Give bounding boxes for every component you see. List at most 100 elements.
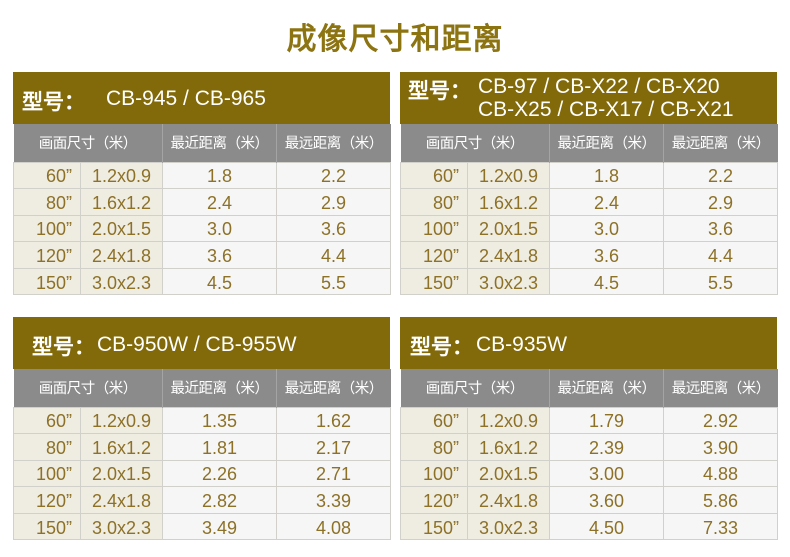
near-distance: 4.5: [162, 267, 277, 296]
table-row: 120” 2.4x1.8 2.82 3.39: [13, 486, 391, 514]
column-header-row: 画面尺寸（米） 最近距离（米） 最远距离（米）: [13, 369, 391, 407]
size-meters: 2.0x1.5: [80, 214, 163, 243]
size-meters: 1.6x1.2: [467, 433, 550, 461]
table-row: 100” 2.0x1.5 2.26 2.71: [13, 459, 391, 488]
far-distance: 3.6: [663, 214, 778, 243]
table-row: 120” 2.4x1.8 3.6 4.4: [13, 241, 391, 269]
size-inch: 120”: [13, 241, 81, 269]
near-distance: 3.49: [162, 512, 277, 541]
table-row: 60” 1.2x0.9 1.79 2.92: [400, 406, 778, 435]
spec-card-cb950w-cb955w: 型号： CB-950W / CB-955W 画面尺寸（米） 最近距离（米） 最远…: [13, 317, 391, 541]
far-distance: 2.92: [663, 406, 778, 435]
spec-table: 画面尺寸（米） 最近距离（米） 最远距离（米） 60” 1.2x0.9 1.8 2.2…: [13, 124, 391, 296]
size-meters: 1.2x0.9: [80, 161, 163, 190]
size-inch: 100”: [400, 214, 468, 243]
size-meters: 1.6x1.2: [467, 188, 550, 216]
size-inch: 150”: [400, 512, 468, 541]
size-inch: 80”: [400, 188, 468, 216]
model-header: 型号： CB-935W: [400, 317, 777, 369]
table-row: 60” 1.2x0.9 1.8 2.2: [400, 161, 778, 190]
size-meters: 2.4x1.8: [467, 241, 550, 269]
table-row: 80” 1.6x1.2 2.4 2.9: [13, 188, 391, 216]
near-distance: 1.8: [549, 161, 664, 190]
size-inch: 120”: [400, 486, 468, 514]
size-meters: 3.0x2.3: [80, 267, 163, 296]
size-inch: 80”: [400, 433, 468, 461]
far-distance: 2.9: [276, 188, 391, 216]
far-distance: 3.39: [276, 486, 391, 514]
near-distance: 3.60: [549, 486, 664, 514]
column-header-near: 最近距离（米）: [549, 124, 664, 162]
spec-card-cb945-cb965: 型号： CB-945 / CB-965 画面尺寸（米） 最近距离（米） 最远距离…: [13, 72, 391, 296]
size-inch: 100”: [400, 459, 468, 488]
far-distance: 2.17: [276, 433, 391, 461]
far-distance: 2.2: [663, 161, 778, 190]
size-meters: 3.0x2.3: [467, 267, 550, 296]
far-distance: 4.08: [276, 512, 391, 541]
model-header: 型号： CB-97 / CB-X22 / CB-X20 CB-X25 / CB-…: [400, 72, 777, 124]
model-names-line-2: CB-X25 / CB-X17 / CB-X21: [478, 98, 734, 121]
size-inch: 60”: [13, 161, 81, 190]
size-inch: 150”: [400, 267, 468, 296]
far-distance: 7.33: [663, 512, 778, 541]
size-inch: 60”: [400, 406, 468, 435]
spec-table: 画面尺寸（米） 最近距离（米） 最远距离（米） 60” 1.2x0.9 1.79 2.…: [400, 369, 778, 541]
model-header: 型号： CB-945 / CB-965: [13, 72, 390, 124]
table-row: 80” 1.6x1.2 2.4 2.9: [400, 188, 778, 216]
near-distance: 2.39: [549, 433, 664, 461]
size-inch: 80”: [13, 433, 81, 461]
table-row: 120” 2.4x1.8 3.60 5.86: [400, 486, 778, 514]
far-distance: 2.71: [276, 459, 391, 488]
near-distance: 3.00: [549, 459, 664, 488]
near-distance: 1.79: [549, 406, 664, 435]
model-names: CB-945 / CB-965: [106, 87, 266, 110]
table-row: 100” 2.0x1.5 3.0 3.6: [400, 214, 778, 243]
page-title: 成像尺寸和距离: [286, 22, 504, 57]
far-distance: 3.6: [276, 214, 391, 243]
size-meters: 2.4x1.8: [467, 486, 550, 514]
size-inch: 60”: [400, 161, 468, 190]
table-row: 60” 1.2x0.9 1.8 2.2: [13, 161, 391, 190]
far-distance: 4.4: [276, 241, 391, 269]
near-distance: 1.81: [162, 433, 277, 461]
size-inch: 60”: [13, 406, 81, 435]
model-label: 型号：: [22, 90, 85, 114]
size-meters: 1.2x0.9: [467, 406, 550, 435]
column-header-far: 最远距离（米）: [276, 369, 391, 407]
column-header-size: 画面尺寸（米）: [400, 124, 550, 162]
column-header-far: 最远距离（米）: [663, 124, 778, 162]
far-distance: 2.9: [663, 188, 778, 216]
column-header-near: 最近距离（米）: [162, 369, 277, 407]
size-inch: 100”: [13, 459, 81, 488]
model-names-line-1: CB-97 / CB-X22 / CB-X20: [478, 75, 720, 98]
model-label: 型号：: [408, 79, 471, 103]
size-inch: 120”: [13, 486, 81, 514]
size-inch: 150”: [13, 267, 81, 296]
far-distance: 1.62: [276, 406, 391, 435]
size-meters: 3.0x2.3: [467, 512, 550, 541]
far-distance: 5.5: [276, 267, 391, 296]
size-meters: 2.4x1.8: [80, 486, 163, 514]
column-header-row: 画面尺寸（米） 最近距离（米） 最远距离（米）: [13, 124, 391, 162]
size-meters: 1.6x1.2: [80, 433, 163, 461]
model-header: 型号： CB-950W / CB-955W: [13, 317, 390, 369]
column-header-near: 最近距离（米）: [549, 369, 664, 407]
table-row: 120” 2.4x1.8 3.6 4.4: [400, 241, 778, 269]
near-distance: 2.82: [162, 486, 277, 514]
column-header-far: 最远距离（米）: [276, 124, 391, 162]
column-header-size: 画面尺寸（米）: [13, 124, 163, 162]
near-distance: 4.50: [549, 512, 664, 541]
column-header-near: 最近距离（米）: [162, 124, 277, 162]
size-inch: 80”: [13, 188, 81, 216]
near-distance: 1.8: [162, 161, 277, 190]
size-inch: 100”: [13, 214, 81, 243]
table-row: 100” 2.0x1.5 3.0 3.6: [13, 214, 391, 243]
far-distance: 5.86: [663, 486, 778, 514]
near-distance: 3.0: [162, 214, 277, 243]
model-names: CB-950W / CB-955W: [97, 333, 297, 356]
size-meters: 1.2x0.9: [80, 406, 163, 435]
near-distance: 2.26: [162, 459, 277, 488]
model-label: 型号：: [32, 335, 95, 359]
model-names: CB-935W: [476, 333, 568, 356]
far-distance: 4.88: [663, 459, 778, 488]
